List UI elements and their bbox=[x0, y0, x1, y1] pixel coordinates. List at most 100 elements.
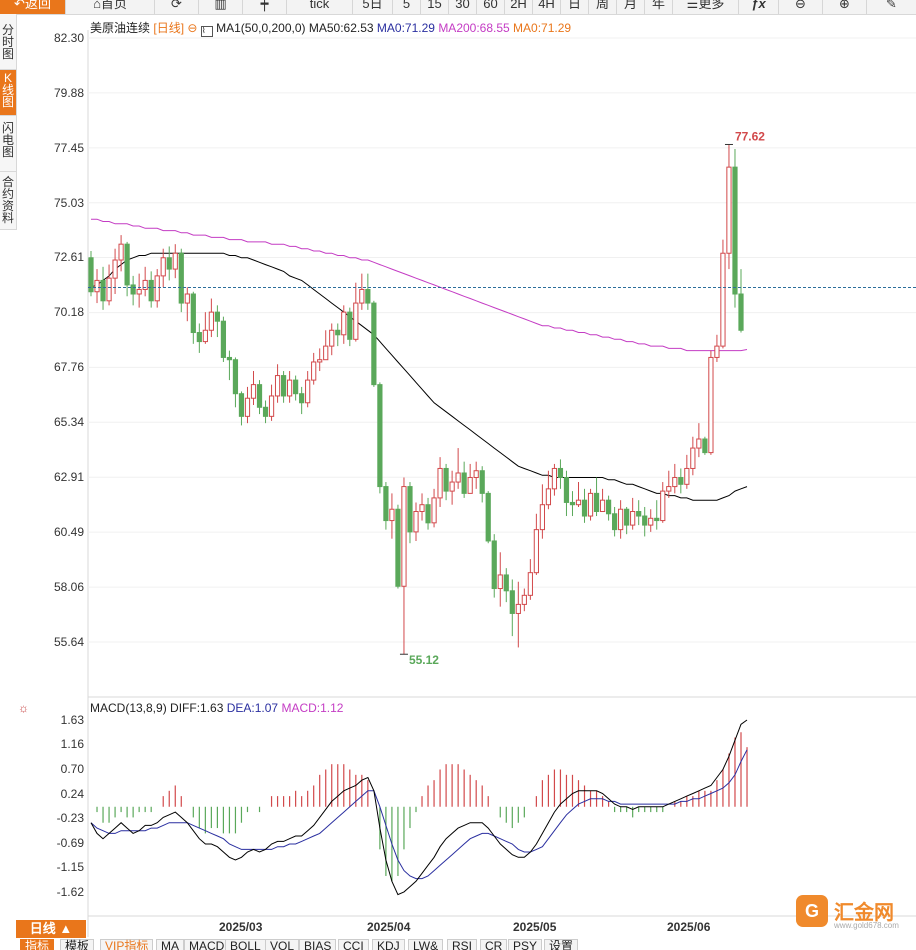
candle-down bbox=[395, 508, 401, 587]
ma200-value: MA200:68.55 bbox=[438, 21, 510, 35]
date-tick: 2025/06 bbox=[667, 920, 711, 934]
tab-macd[interactable]: MACD bbox=[184, 939, 230, 950]
tab-psy[interactable]: PSY bbox=[508, 939, 543, 950]
candle-up bbox=[419, 504, 425, 513]
candle-down bbox=[335, 329, 341, 336]
tab-kdj[interactable]: KDJ bbox=[372, 939, 405, 950]
period-year[interactable]: 年 bbox=[645, 0, 673, 14]
side-tab-flash[interactable]: 闪电图 bbox=[0, 116, 16, 172]
more-button[interactable]: ☰更多 bbox=[673, 0, 739, 14]
settings-icon[interactable]: ⊖ bbox=[187, 21, 198, 35]
period-week[interactable]: 周 bbox=[589, 0, 617, 14]
draw-tool-button[interactable]: ✎ bbox=[867, 0, 916, 14]
candle-down bbox=[262, 406, 269, 417]
candle-up bbox=[112, 259, 118, 279]
tab-lw[interactable]: LW& bbox=[408, 939, 444, 950]
candle-up bbox=[94, 279, 100, 293]
formula-button[interactable]: ƒx bbox=[739, 0, 779, 14]
candle-down bbox=[371, 302, 377, 386]
tab-cr[interactable]: CR bbox=[480, 939, 508, 950]
candle-up bbox=[401, 486, 407, 587]
candle-down bbox=[130, 284, 136, 295]
period-5min[interactable]: 5 bbox=[393, 0, 421, 14]
candle-down bbox=[557, 467, 564, 479]
candle-down bbox=[581, 499, 588, 517]
high-label: 77.62 bbox=[735, 129, 765, 143]
side-tab-kline[interactable]: K线图 bbox=[0, 70, 16, 116]
zoom-in-button[interactable]: ⊕ bbox=[823, 0, 867, 14]
tab-vip-indicators[interactable]: VIP指标 bbox=[100, 939, 154, 950]
candle-down bbox=[293, 379, 299, 395]
tab-cci[interactable]: CCI bbox=[338, 939, 369, 950]
candle-down bbox=[232, 359, 239, 395]
period-month[interactable]: 月 bbox=[617, 0, 645, 14]
ma50-line bbox=[90, 252, 748, 501]
candle-down bbox=[443, 467, 449, 492]
candle-up bbox=[268, 395, 275, 417]
back-label: 返回 bbox=[24, 0, 51, 11]
candle-down bbox=[124, 243, 130, 286]
side-tab-contract[interactable]: 合约资料 bbox=[0, 172, 16, 230]
period-selector-button[interactable]: 日线 ▲ bbox=[16, 920, 86, 938]
price-tick: 58.06 bbox=[53, 580, 84, 594]
logo-text: 汇金网 bbox=[834, 902, 894, 924]
price-tick: 77.45 bbox=[53, 141, 84, 155]
macd-settings-icon[interactable]: ☼ bbox=[18, 701, 29, 715]
candle-up bbox=[311, 361, 317, 381]
candle-up bbox=[539, 504, 545, 531]
period-15min[interactable]: 15 bbox=[421, 0, 449, 14]
home-button[interactable]: ⌂首页 bbox=[66, 0, 155, 14]
tab-vol[interactable]: VOL bbox=[265, 939, 300, 950]
menu-icon: ☰ bbox=[686, 0, 699, 11]
candle-up bbox=[527, 572, 533, 596]
candle-down bbox=[88, 257, 94, 293]
candle-down bbox=[220, 320, 227, 358]
candle-up bbox=[587, 492, 594, 517]
period-4h[interactable]: 4H bbox=[533, 0, 561, 14]
candle-down bbox=[425, 504, 431, 524]
period-2h[interactable]: 2H bbox=[505, 0, 533, 14]
candle-up bbox=[323, 345, 329, 361]
candle-up bbox=[533, 529, 539, 574]
candle-up bbox=[437, 467, 443, 499]
candle-up bbox=[720, 252, 726, 347]
tab-templates[interactable]: 模板 bbox=[60, 939, 95, 950]
period-60min[interactable]: 60 bbox=[477, 0, 505, 14]
zoom-out-button[interactable]: ⊖ bbox=[779, 0, 823, 14]
candle-up bbox=[142, 279, 148, 290]
tab-bias[interactable]: BIAS bbox=[299, 939, 337, 950]
period-30min[interactable]: 30 bbox=[449, 0, 477, 14]
macd-tick: 1.63 bbox=[60, 713, 84, 727]
back-arrow-icon: ↶ bbox=[14, 0, 25, 11]
tab-indicators[interactable]: 指标 bbox=[20, 939, 55, 950]
candle-down bbox=[190, 293, 196, 334]
period-tick[interactable]: tick bbox=[287, 0, 353, 14]
refresh-button[interactable]: ⟳ bbox=[155, 0, 199, 14]
period-day[interactable]: 日 bbox=[561, 0, 589, 14]
tab-settings[interactable]: 设置 bbox=[544, 939, 579, 950]
candle-down bbox=[738, 293, 744, 331]
candle-down bbox=[732, 166, 738, 295]
price-tick: 62.91 bbox=[53, 470, 84, 484]
candle-style-button[interactable]: ┿ bbox=[243, 0, 287, 14]
chart-type-button[interactable]: ▥ bbox=[199, 0, 243, 14]
candle-up bbox=[160, 257, 166, 277]
brand-logo: G 汇金网 www.gold678.com bbox=[796, 893, 908, 931]
tab-boll[interactable]: BOLL bbox=[225, 939, 266, 950]
ma-name: MA1(50,0,200,0) bbox=[216, 21, 306, 35]
date-tick: 2025/05 bbox=[513, 920, 557, 934]
tab-rsi[interactable]: RSI bbox=[447, 939, 478, 950]
side-tab-timeshare[interactable]: 分时图 bbox=[0, 14, 16, 70]
indicator-icon[interactable]: ⌇ bbox=[200, 26, 213, 37]
refresh-icon: ⟳ bbox=[171, 0, 182, 11]
candle-down bbox=[226, 356, 233, 361]
candle-down bbox=[654, 517, 660, 522]
tab-ma[interactable]: MA bbox=[156, 939, 184, 950]
candle-up bbox=[726, 166, 732, 254]
candle-up bbox=[515, 603, 521, 614]
candle-up bbox=[630, 511, 636, 526]
back-button[interactable]: ↶返回 bbox=[0, 0, 66, 14]
candle-down bbox=[491, 540, 497, 590]
period-5day[interactable]: 5日 bbox=[353, 0, 393, 14]
